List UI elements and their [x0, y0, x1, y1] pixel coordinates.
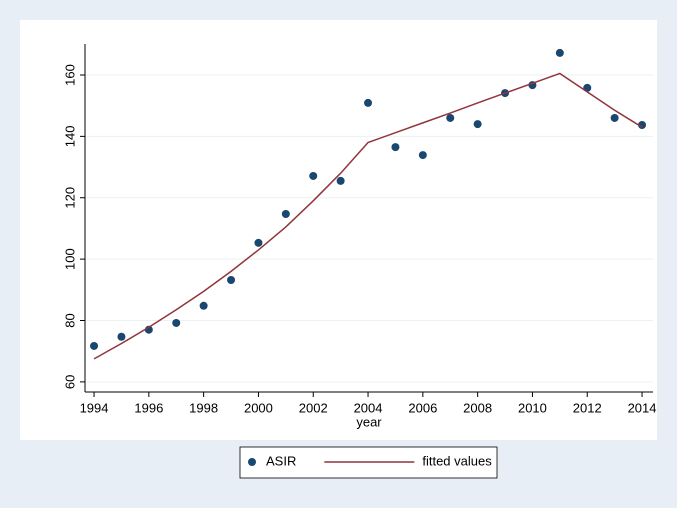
x-tick-label: 2002 [299, 400, 328, 415]
point [309, 171, 318, 180]
point [391, 143, 400, 152]
x-tick-label: 1998 [189, 400, 218, 415]
x-tick-label: 2004 [354, 400, 383, 415]
point [418, 151, 427, 160]
plot-region [20, 20, 657, 440]
x-tick-label: 2010 [518, 400, 547, 415]
point [199, 301, 208, 310]
x-axis-title: year [356, 414, 382, 429]
legend-label: ASIR [266, 453, 296, 468]
x-tick-label: 1996 [134, 400, 163, 415]
point [117, 332, 126, 341]
point [638, 121, 647, 130]
x-tick-label: 2012 [573, 400, 602, 415]
x-tick-label: 2006 [408, 400, 437, 415]
y-tick-label: 100 [62, 248, 77, 270]
point [364, 98, 373, 107]
legend-marker [248, 458, 256, 466]
point [254, 238, 263, 247]
line [93, 72, 643, 360]
point [555, 48, 564, 57]
legend: ASIR fitted values [239, 446, 498, 479]
point [336, 176, 345, 185]
y-tick-label: 140 [62, 126, 77, 148]
legend-label: fitted values [422, 453, 492, 468]
point [227, 275, 236, 284]
point [473, 120, 482, 129]
y-tick-label: 160 [62, 64, 77, 86]
point [281, 210, 290, 219]
point [90, 341, 99, 350]
y-tick-label: 120 [62, 187, 77, 209]
y-tick-label: 60 [62, 375, 77, 389]
point [446, 113, 455, 122]
x-tick-label: 2014 [628, 400, 657, 415]
x-tick-label: 2008 [463, 400, 492, 415]
point [172, 318, 181, 327]
y-tick-label: 80 [62, 313, 77, 327]
x-tick-label: 1994 [80, 400, 109, 415]
x-tick-label: 2000 [244, 400, 273, 415]
point [610, 113, 619, 122]
